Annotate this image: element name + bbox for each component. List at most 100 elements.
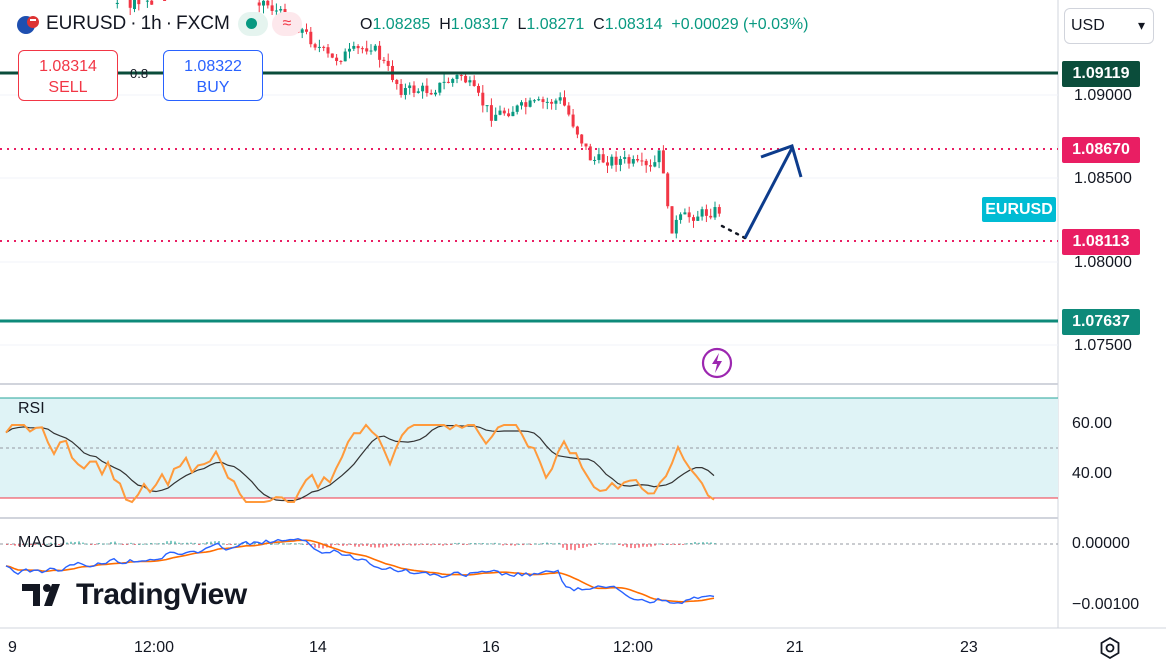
level-label-4[interactable]: 1.07637 <box>1062 309 1140 335</box>
candle-body <box>382 59 386 61</box>
candle-body <box>274 10 278 12</box>
macd-histogram-bar <box>422 544 424 545</box>
macd-histogram-bar <box>618 544 620 545</box>
macd-histogram-bar <box>314 544 316 548</box>
macd-histogram-bar <box>130 542 132 544</box>
candle-body <box>532 100 536 102</box>
macd-histogram-bar <box>138 543 140 545</box>
macd-histogram-bar <box>86 543 88 545</box>
candle-body <box>558 97 562 101</box>
candle-body <box>150 0 154 5</box>
macd-histogram-bar <box>394 544 396 547</box>
rsi-tick: 40.00 <box>1072 465 1113 482</box>
macd-histogram-bar <box>650 544 652 547</box>
macd-histogram-bar <box>586 544 588 547</box>
rsi-label[interactable]: RSI <box>18 400 45 417</box>
lightning-icon[interactable] <box>701 347 733 379</box>
macd-histogram-bar <box>354 544 356 547</box>
macd-histogram-bar <box>366 544 368 546</box>
level-label-1[interactable]: 1.09119 <box>1062 61 1140 87</box>
macd-histogram-bar <box>638 544 640 548</box>
wave-icon: ≈ <box>271 12 302 36</box>
candle-body <box>593 159 597 161</box>
macd-histogram-bar <box>398 544 400 547</box>
interval-label[interactable]: 1h <box>140 13 162 34</box>
candle-body <box>408 85 412 89</box>
candle-body <box>421 85 425 92</box>
candle-body <box>601 154 605 163</box>
candle-body <box>644 160 648 166</box>
tradingview-logo[interactable]: TradingView <box>22 578 247 612</box>
symbol-title[interactable]: EURUSD · 1h · FXCM ≈ <box>16 12 302 36</box>
candle-body <box>163 0 167 1</box>
macd-histogram-bar <box>458 542 460 544</box>
candle-body <box>687 212 691 218</box>
macd-histogram-bar <box>14 544 16 546</box>
macd-histogram-bar <box>590 544 592 546</box>
candle-body <box>537 99 541 101</box>
candle-body <box>477 85 480 93</box>
spread-value: 0.8 <box>130 66 149 81</box>
macd-histogram-bar <box>190 542 192 544</box>
macd-histogram-bar <box>474 543 476 545</box>
macd-histogram-bar <box>554 543 556 545</box>
macd-histogram-bar <box>418 544 420 546</box>
candle-body <box>485 105 489 107</box>
macd-histogram-bar <box>42 544 44 545</box>
macd-histogram-bar <box>558 542 560 544</box>
logo-text: TradingView <box>76 578 247 611</box>
currency-value: USD <box>1071 17 1105 34</box>
candle-body <box>266 0 270 6</box>
candle-body <box>395 79 399 84</box>
sell-button[interactable]: 1.08314 SELL <box>18 50 118 101</box>
macd-label[interactable]: MACD <box>18 534 66 551</box>
symbol-name: EURUSD <box>46 13 127 34</box>
candle-body <box>640 160 644 162</box>
candle-body <box>343 51 347 62</box>
candle-body <box>468 80 472 83</box>
macd-histogram-bar <box>482 542 484 544</box>
rsi-ma-line <box>5 424 715 502</box>
candle-body <box>317 46 321 48</box>
macd-histogram-bar <box>174 541 176 544</box>
macd-histogram-bar <box>214 541 216 544</box>
candle-body <box>365 48 369 52</box>
macd-histogram-bar <box>562 544 564 548</box>
macd-histogram-bar <box>346 544 348 546</box>
market-open-icon <box>237 12 268 36</box>
macd-histogram-bar <box>550 543 552 545</box>
macd-histogram-bar <box>102 543 104 545</box>
candle-body <box>575 126 579 135</box>
time-tick: 12:00 <box>613 639 654 656</box>
candle-body <box>399 83 403 95</box>
macd-histogram-bar <box>338 544 340 546</box>
macd-histogram-bar <box>574 544 576 551</box>
candle-body <box>270 5 274 11</box>
macd-histogram-bar <box>126 544 128 545</box>
price-tick: 1.08000 <box>1074 254 1132 271</box>
macd-histogram-bar <box>534 543 536 545</box>
macd-histogram-bar <box>290 543 292 545</box>
macd-histogram-bar <box>322 544 324 549</box>
macd-histogram-bar <box>158 543 160 545</box>
macd-line <box>5 538 715 605</box>
macd-histogram-bar <box>222 543 224 545</box>
buy-button[interactable]: 1.08322 BUY <box>163 50 263 101</box>
macd-histogram-bar <box>442 544 444 546</box>
gear-icon[interactable] <box>1098 636 1122 660</box>
level-label-2[interactable]: 1.08670 <box>1062 137 1140 163</box>
candle-body <box>627 157 631 164</box>
macd-histogram-bar <box>518 543 520 545</box>
macd-histogram-bar <box>494 542 496 544</box>
macd-histogram-bar <box>602 543 604 545</box>
sell-price: 1.08314 <box>39 58 97 75</box>
candle-body <box>649 165 652 167</box>
level-label-3[interactable]: 1.08113 <box>1062 229 1140 255</box>
macd-histogram-bar <box>606 543 608 545</box>
macd-histogram-bar <box>386 544 388 547</box>
macd-histogram-bar <box>530 544 532 545</box>
currency-select[interactable]: USD ▾ <box>1064 8 1154 44</box>
macd-histogram-bar <box>522 544 524 546</box>
candle-body <box>520 102 523 106</box>
